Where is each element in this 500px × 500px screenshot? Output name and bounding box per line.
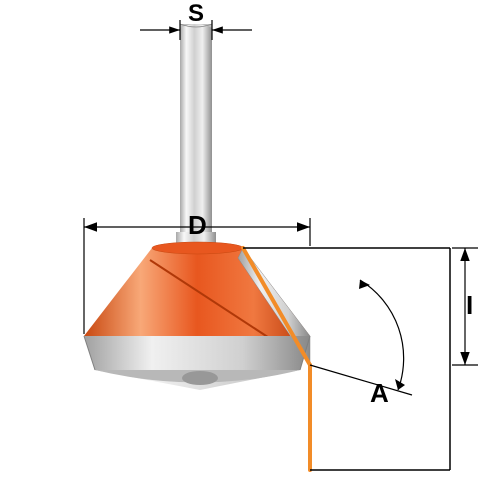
label-d: D xyxy=(188,210,207,241)
label-s: S xyxy=(188,0,204,28)
diagram-canvas: S D A I xyxy=(0,0,500,500)
dim-i xyxy=(452,248,478,365)
cutter-body xyxy=(84,232,310,346)
diagram-svg xyxy=(0,0,500,500)
label-a: A xyxy=(370,378,389,409)
label-i: I xyxy=(466,290,473,321)
dim-a xyxy=(310,280,412,395)
shank xyxy=(180,24,212,235)
